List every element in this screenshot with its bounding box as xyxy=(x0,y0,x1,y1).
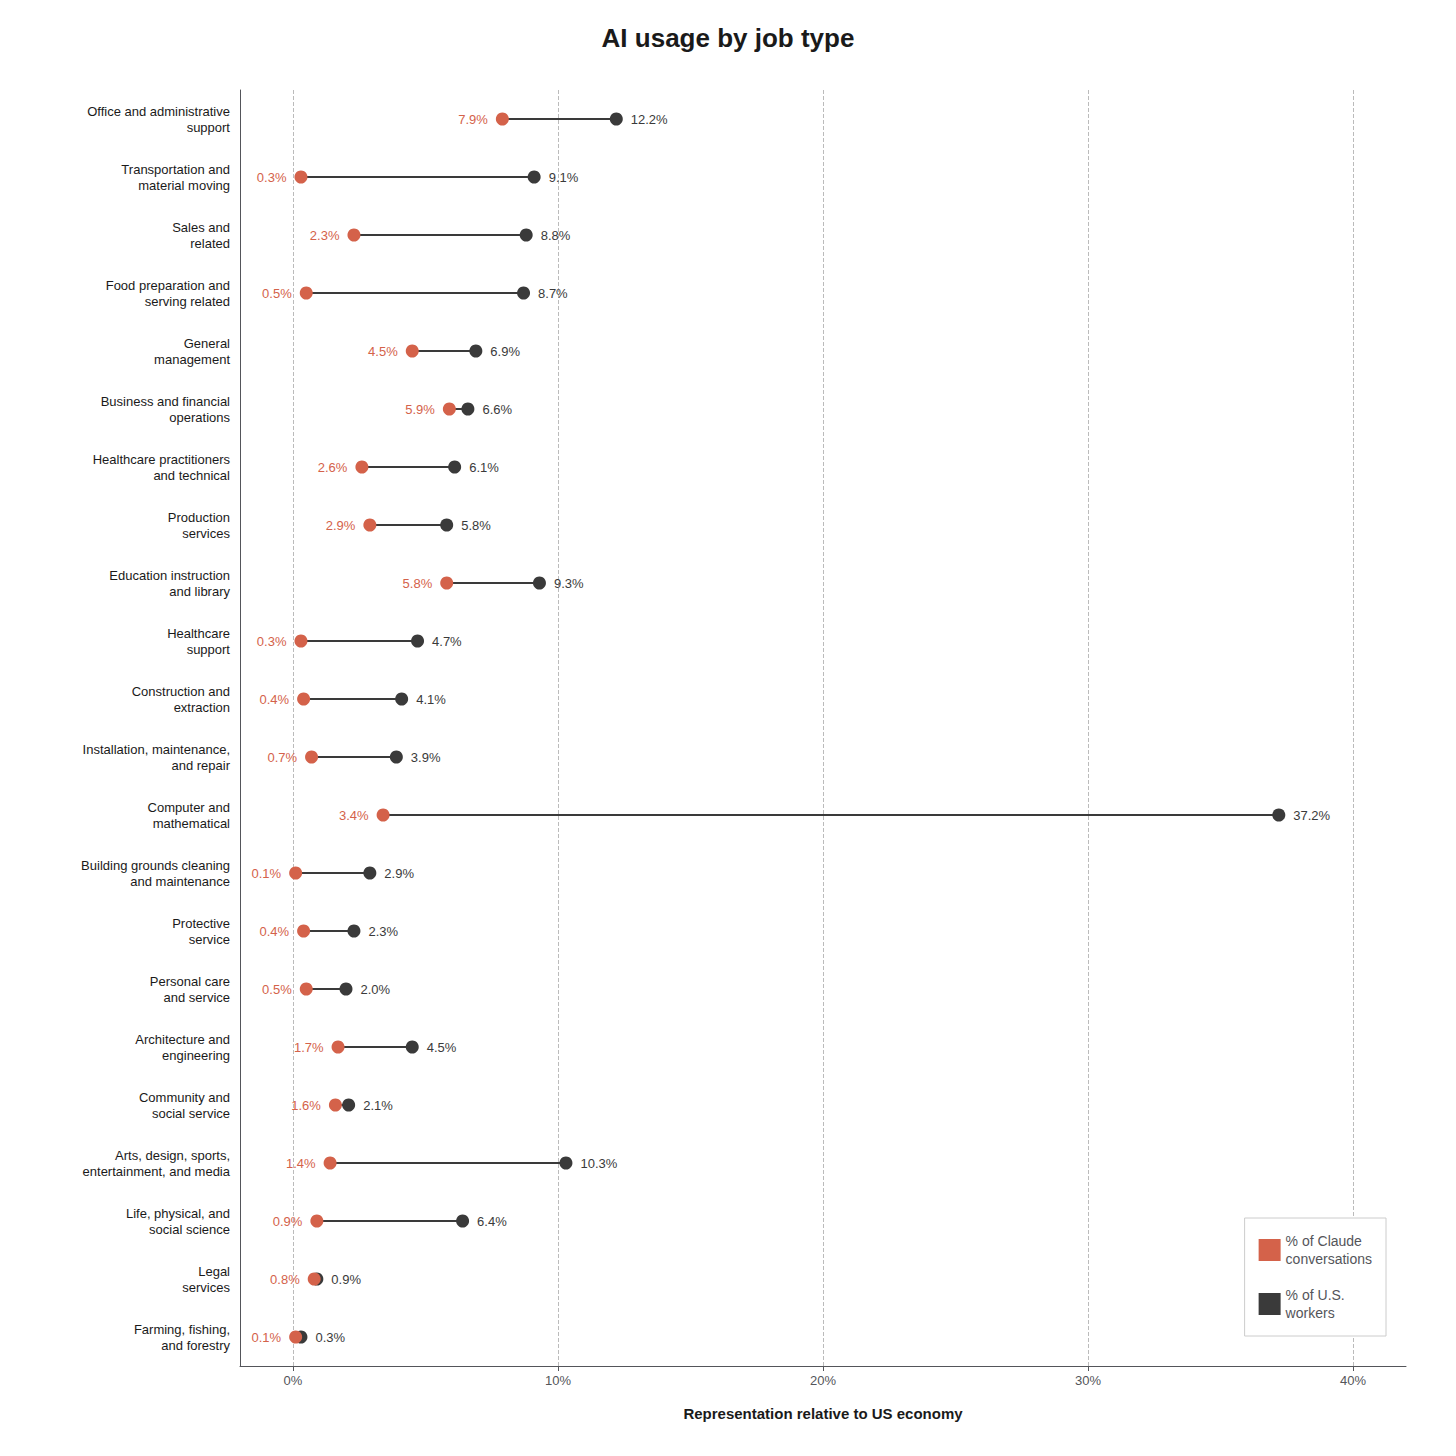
svg-text:mathematical: mathematical xyxy=(153,816,230,831)
svg-text:5.9%: 5.9% xyxy=(405,402,435,417)
svg-text:Building grounds cleaning: Building grounds cleaning xyxy=(81,858,230,873)
svg-text:0.1%: 0.1% xyxy=(252,866,282,881)
svg-text:0.4%: 0.4% xyxy=(259,924,289,939)
svg-text:2.3%: 2.3% xyxy=(368,924,398,939)
svg-text:6.1%: 6.1% xyxy=(469,460,499,475)
svg-text:social service: social service xyxy=(152,1106,230,1121)
svg-text:and technical: and technical xyxy=(153,468,230,483)
svg-text:2.9%: 2.9% xyxy=(384,866,414,881)
svg-text:4.5%: 4.5% xyxy=(427,1040,457,1055)
svg-text:2.3%: 2.3% xyxy=(310,228,340,243)
svg-text:9.1%: 9.1% xyxy=(549,170,579,185)
svg-text:engineering: engineering xyxy=(162,1048,230,1063)
svg-text:Community and: Community and xyxy=(139,1090,230,1105)
svg-text:5.8%: 5.8% xyxy=(403,576,433,591)
svg-text:0.7%: 0.7% xyxy=(267,750,297,765)
svg-text:2.9%: 2.9% xyxy=(326,518,356,533)
svg-text:and repair: and repair xyxy=(171,758,230,773)
svg-text:3.9%: 3.9% xyxy=(411,750,441,765)
svg-text:Architecture and: Architecture and xyxy=(135,1032,230,1047)
svg-text:1.7%: 1.7% xyxy=(294,1040,324,1055)
svg-text:support: support xyxy=(187,642,231,657)
svg-text:0.3%: 0.3% xyxy=(315,1330,345,1345)
svg-text:1.6%: 1.6% xyxy=(291,1098,321,1113)
svg-text:Office and administrative: Office and administrative xyxy=(87,104,230,119)
svg-text:Healthcare: Healthcare xyxy=(167,626,230,641)
svg-text:6.9%: 6.9% xyxy=(490,344,520,359)
svg-text:0.4%: 0.4% xyxy=(259,692,289,707)
svg-text:and forestry: and forestry xyxy=(161,1338,230,1353)
svg-text:Installation, maintenance,: Installation, maintenance, xyxy=(83,742,230,757)
svg-text:6.6%: 6.6% xyxy=(482,402,512,417)
svg-text:Education instruction: Education instruction xyxy=(109,568,230,583)
svg-text:Production: Production xyxy=(168,510,230,525)
svg-text:% of U.S.: % of U.S. xyxy=(1286,1287,1345,1303)
svg-text:and maintenance: and maintenance xyxy=(130,874,230,889)
svg-text:extraction: extraction xyxy=(174,700,230,715)
svg-text:2.0%: 2.0% xyxy=(361,982,391,997)
svg-text:support: support xyxy=(187,120,231,135)
svg-text:Transportation and: Transportation and xyxy=(121,162,230,177)
svg-text:services: services xyxy=(182,1280,230,1295)
svg-text:8.8%: 8.8% xyxy=(541,228,571,243)
svg-text:entertainment, and media: entertainment, and media xyxy=(83,1164,231,1179)
svg-text:40%: 40% xyxy=(1340,1373,1366,1388)
svg-text:0.5%: 0.5% xyxy=(262,286,292,301)
svg-text:workers: workers xyxy=(1285,1305,1335,1321)
svg-text:and library: and library xyxy=(169,584,230,599)
svg-text:20%: 20% xyxy=(810,1373,836,1388)
svg-text:3.4%: 3.4% xyxy=(339,808,369,823)
svg-text:% of Claude: % of Claude xyxy=(1286,1233,1362,1249)
svg-text:30%: 30% xyxy=(1075,1373,1101,1388)
svg-text:Sales and: Sales and xyxy=(172,220,230,235)
svg-text:management: management xyxy=(154,352,230,367)
svg-text:services: services xyxy=(182,526,230,541)
svg-text:0.9%: 0.9% xyxy=(331,1272,361,1287)
svg-text:AI usage by job type: AI usage by job type xyxy=(602,23,855,53)
svg-text:social science: social science xyxy=(149,1222,230,1237)
svg-text:0.8%: 0.8% xyxy=(270,1272,300,1287)
svg-text:9.3%: 9.3% xyxy=(554,576,584,591)
svg-text:Legal: Legal xyxy=(198,1264,230,1279)
svg-text:0.3%: 0.3% xyxy=(257,170,287,185)
svg-text:service: service xyxy=(189,932,230,947)
svg-text:37.2%: 37.2% xyxy=(1293,808,1330,823)
svg-text:Protective: Protective xyxy=(172,916,230,931)
svg-text:4.5%: 4.5% xyxy=(368,344,398,359)
svg-text:Healthcare practitioners: Healthcare practitioners xyxy=(93,452,231,467)
svg-text:Representation relative to US: Representation relative to US economy xyxy=(683,1405,963,1422)
svg-text:Arts, design, sports,: Arts, design, sports, xyxy=(115,1148,230,1163)
svg-text:1.4%: 1.4% xyxy=(286,1156,316,1171)
svg-text:8.7%: 8.7% xyxy=(538,286,568,301)
svg-text:5.8%: 5.8% xyxy=(461,518,491,533)
svg-text:serving related: serving related xyxy=(145,294,230,309)
svg-text:0.3%: 0.3% xyxy=(257,634,287,649)
svg-text:2.6%: 2.6% xyxy=(318,460,348,475)
svg-text:0%: 0% xyxy=(284,1373,303,1388)
svg-text:10.3%: 10.3% xyxy=(580,1156,617,1171)
svg-text:Farming, fishing,: Farming, fishing, xyxy=(134,1322,230,1337)
svg-text:6.4%: 6.4% xyxy=(477,1214,507,1229)
svg-text:material moving: material moving xyxy=(138,178,230,193)
svg-text:4.7%: 4.7% xyxy=(432,634,462,649)
svg-text:conversations: conversations xyxy=(1286,1251,1372,1267)
svg-text:0.5%: 0.5% xyxy=(262,982,292,997)
svg-text:Business and financial: Business and financial xyxy=(101,394,230,409)
svg-text:4.1%: 4.1% xyxy=(416,692,446,707)
svg-text:7.9%: 7.9% xyxy=(458,112,488,127)
svg-text:Construction and: Construction and xyxy=(132,684,230,699)
svg-text:Personal care: Personal care xyxy=(150,974,230,989)
svg-text:Food preparation and: Food preparation and xyxy=(106,278,230,293)
svg-text:operations: operations xyxy=(169,410,230,425)
svg-text:2.1%: 2.1% xyxy=(363,1098,393,1113)
svg-text:0.9%: 0.9% xyxy=(273,1214,303,1229)
svg-text:10%: 10% xyxy=(545,1373,571,1388)
svg-text:General: General xyxy=(184,336,230,351)
svg-text:0.1%: 0.1% xyxy=(252,1330,282,1345)
svg-text:Life, physical, and: Life, physical, and xyxy=(126,1206,230,1221)
svg-text:Computer and: Computer and xyxy=(148,800,230,815)
svg-text:and service: and service xyxy=(164,990,230,1005)
svg-text:12.2%: 12.2% xyxy=(631,112,668,127)
svg-text:related: related xyxy=(190,236,230,251)
